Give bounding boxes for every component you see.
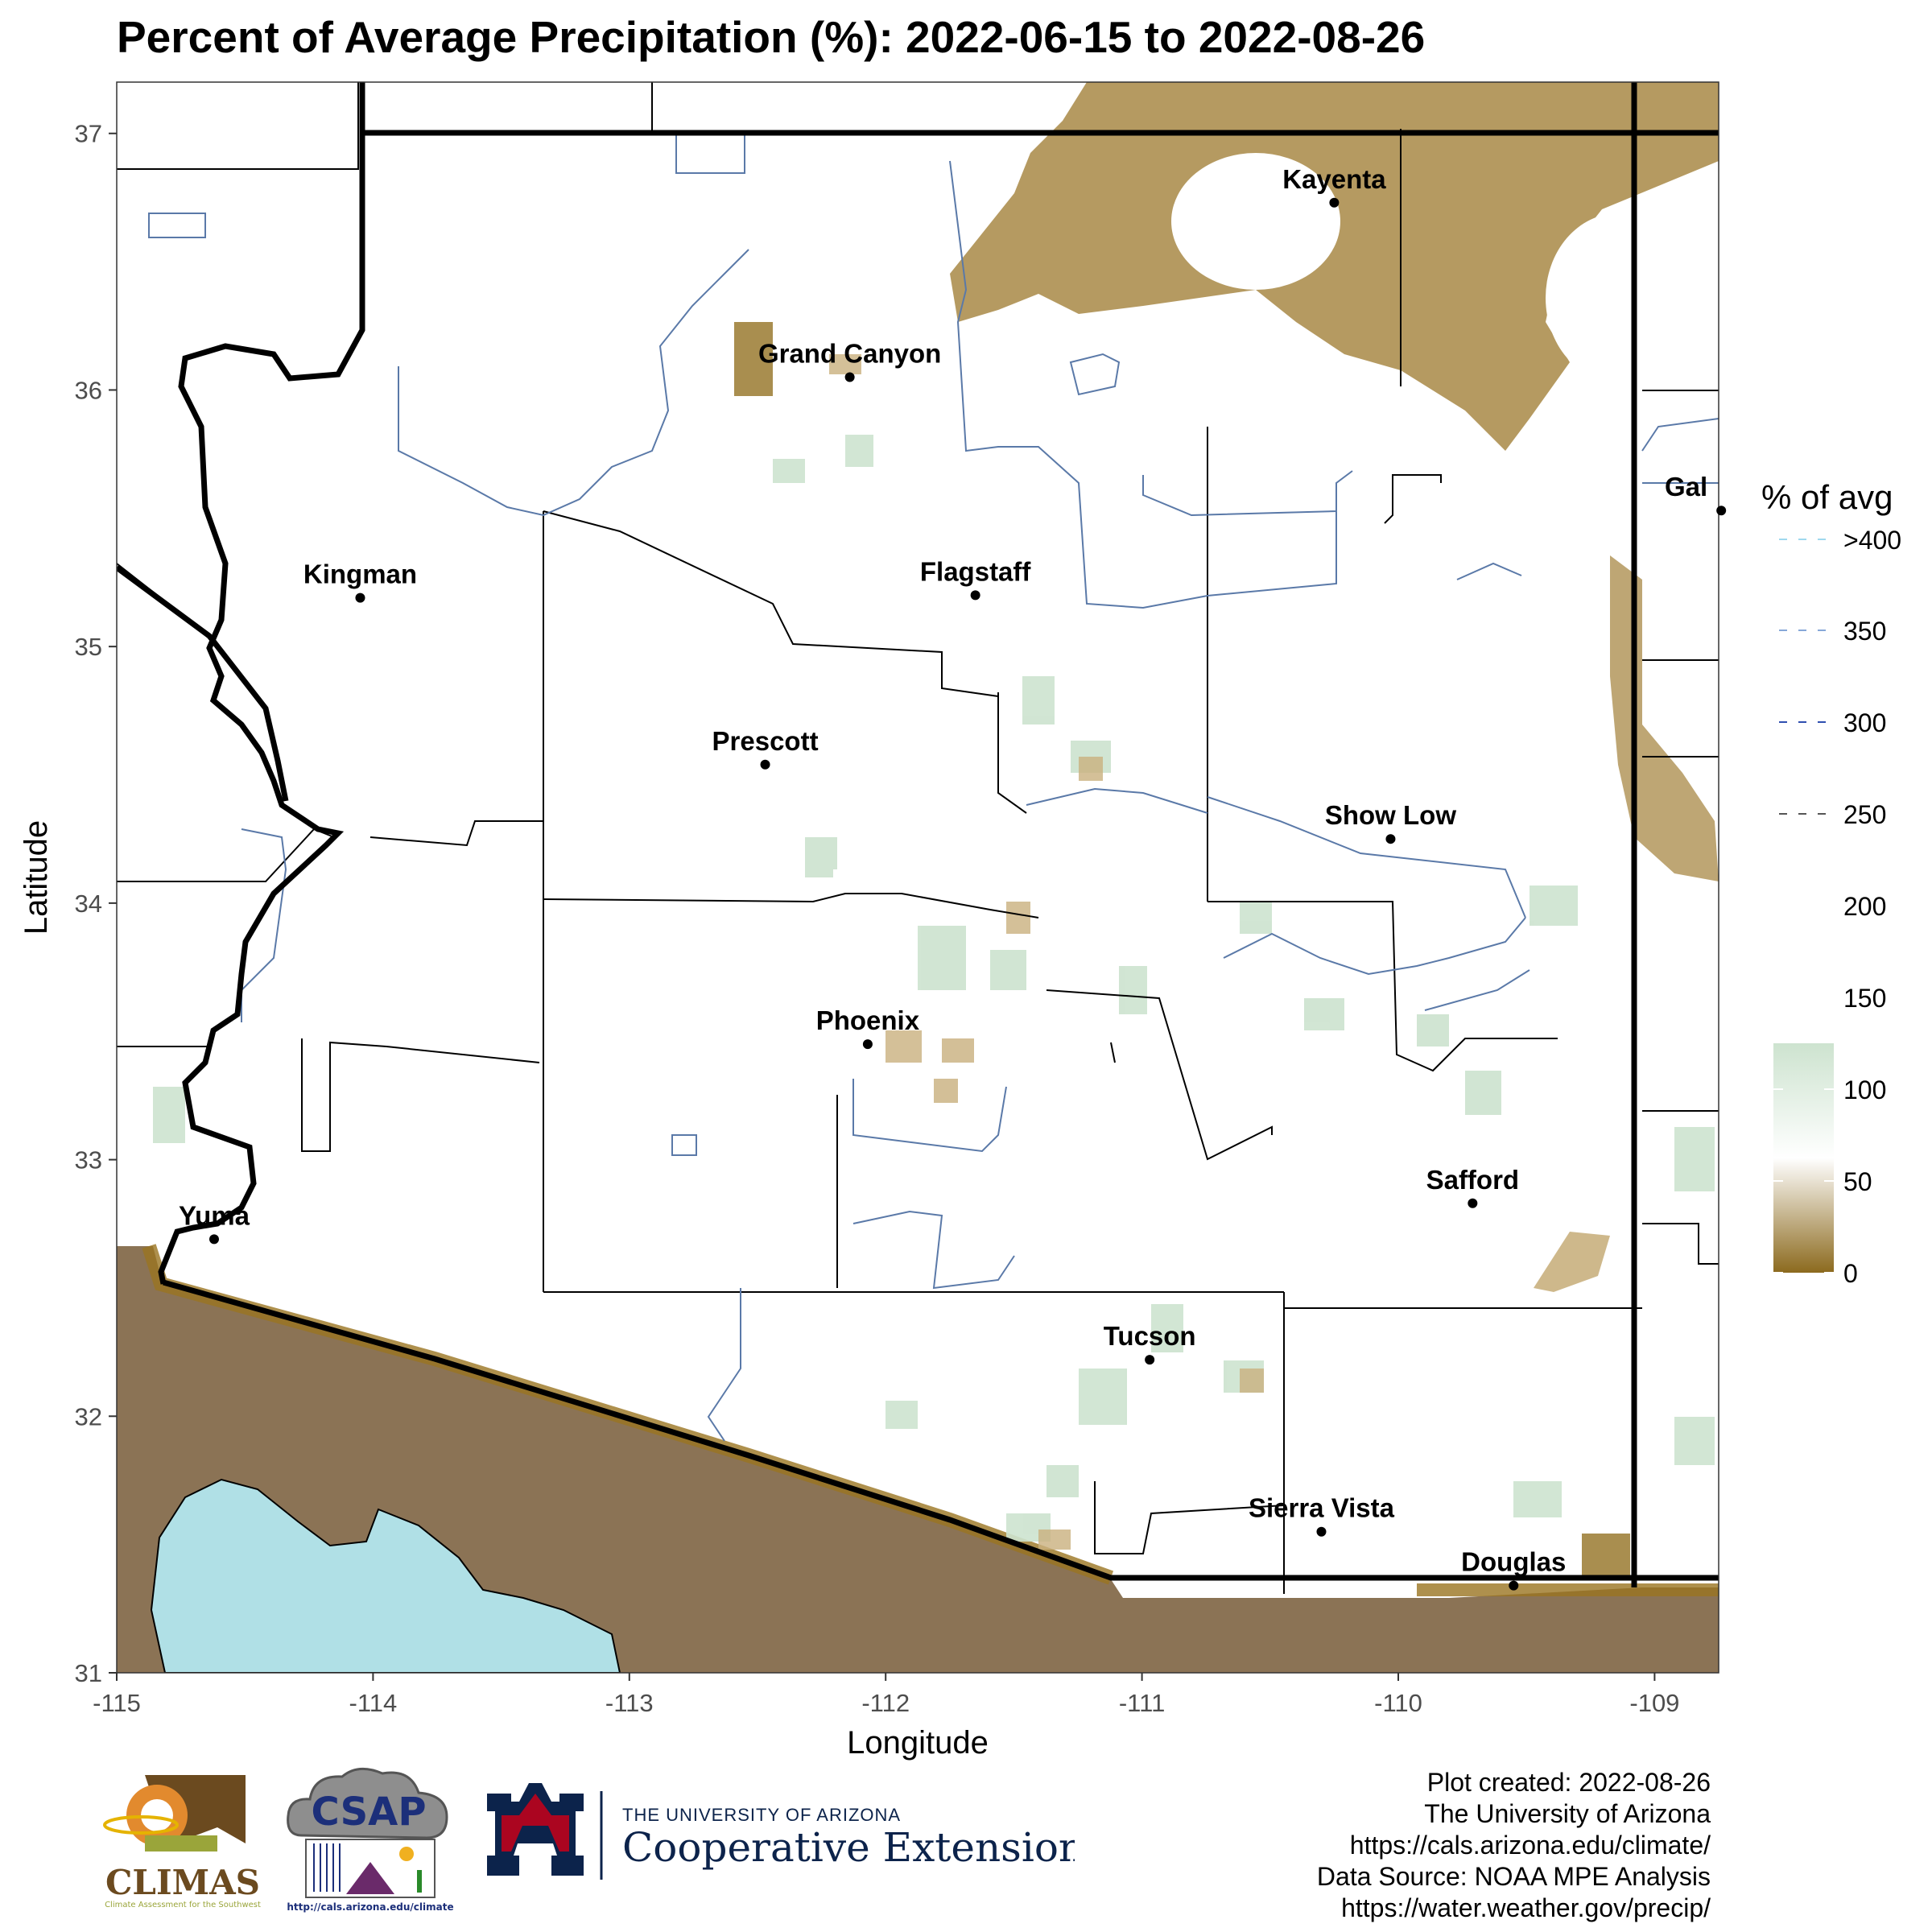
grand-canyon-dry-patch (734, 322, 773, 396)
credit-climate-url: https://cals.arizona.edu/climate/ (1349, 1831, 1711, 1860)
x-axis: -115 -114 -113 -112 -111 -110 -109 (93, 1673, 1679, 1717)
city-dot (1329, 197, 1340, 208)
city-label: Sierra Vista (1249, 1493, 1395, 1523)
legend-label-400plus: >400 (1843, 526, 1902, 555)
x-tick-label: -110 (1374, 1689, 1422, 1717)
city-dot (760, 759, 770, 770)
legend-title: % of avg (1761, 478, 1893, 516)
dry-speckles (829, 354, 1264, 1550)
map-title: Percent of Average Precipitation (%): 20… (117, 12, 1426, 62)
city-markers: Kayenta Grand Canyon Kingman Flagstaff Gal Pr… (179, 164, 1727, 1591)
city-label: Kingman (303, 559, 417, 589)
city-dot (1716, 506, 1727, 516)
y-tick-label: 36 (75, 376, 102, 404)
city-dot (208, 1234, 219, 1245)
credit-plot-created: Plot created: 2022-08-26 (1426, 1768, 1711, 1797)
legend-ticks (1773, 1088, 1834, 1274)
legend-label-350: 350 (1843, 617, 1887, 646)
y-tick-label: 32 (75, 1402, 102, 1430)
y-tick-label: 31 (75, 1659, 102, 1687)
kayenta-wet-hole (1171, 153, 1340, 290)
y-tick-label: 37 (75, 120, 102, 148)
city-dot (844, 372, 855, 382)
credit-data-source: Data Source: NOAA MPE Analysis (1316, 1862, 1711, 1891)
legend-label-200: 200 (1843, 892, 1887, 921)
city-dot (1385, 834, 1396, 844)
climas-wordmark: CLIMAS (105, 1863, 260, 1902)
sea-of-cortez (150, 1478, 621, 1673)
city-label: Tucson (1104, 1321, 1196, 1351)
city-dot (1468, 1198, 1478, 1208)
city-label: Grand Canyon (758, 339, 941, 369)
city-dot (1509, 1580, 1519, 1591)
city-dot (1316, 1526, 1327, 1537)
csap-url: http://cals.arizona.edu/climate (287, 1901, 453, 1913)
city-label: Prescott (712, 726, 819, 756)
colorado-river (158, 82, 365, 1285)
wet-speckles (153, 435, 1715, 1542)
city-label: Douglas (1461, 1547, 1566, 1577)
city-label: Flagstaff (920, 556, 1032, 586)
county-boundaries (117, 82, 1719, 1594)
legend-label-300: 300 (1843, 708, 1887, 737)
city-label: Yuma (179, 1200, 250, 1230)
map-panel-frame (116, 81, 1719, 1674)
dry-region-east (1610, 555, 1719, 881)
legend-label-250: 250 (1843, 800, 1887, 829)
csap-wordmark: CSAP (311, 1790, 426, 1835)
mexico-region (117, 1246, 1719, 1673)
y-axis-title: Latitude (19, 820, 54, 935)
y-tick-label: 33 (75, 1146, 102, 1174)
ua-name: THE UNIVERSITY OF ARIZONA (622, 1805, 901, 1825)
ua-cooperative-extension: Cooperative Extension (622, 1824, 1075, 1871)
y-tick-label: 35 (75, 633, 102, 661)
y-axis: 37 36 35 34 33 32 31 (75, 120, 117, 1687)
mexico-border (163, 1279, 1719, 1581)
city-dot (1145, 1355, 1155, 1365)
arizona-a-icon: THE UNIVERSITY OF ARIZONA Cooperative Ex… (487, 1783, 1084, 1880)
plot-credits: Plot created: 2022-08-26 The University … (1317, 1767, 1711, 1924)
x-tick-label: -111 (1119, 1689, 1165, 1717)
credit-university: The University of Arizona (1424, 1799, 1711, 1828)
city-dot (970, 590, 980, 601)
csap-cloud-icon: CSAP http://cals.arizona.edu/climate (287, 1767, 454, 1913)
legend-label-50: 50 (1843, 1167, 1872, 1196)
city-label: Show Low (1325, 800, 1456, 830)
credit-precip-url: https://water.weather.gov/precip/ (1341, 1893, 1711, 1922)
x-tick-label: -112 (861, 1689, 910, 1717)
x-axis-title: Longitude (847, 1725, 989, 1761)
x-tick-label: -113 (605, 1689, 654, 1717)
city-label: Kayenta (1282, 164, 1386, 194)
x-tick-label: -115 (93, 1689, 141, 1717)
legend-faint-keys (1779, 539, 1831, 815)
city-dot (355, 592, 365, 603)
csap-logo: CSAP http://cals.arizona.edu/climate (282, 1759, 459, 1916)
university-of-arizona-logo: THE UNIVERSITY OF ARIZONA Cooperative Ex… (479, 1779, 1084, 1896)
dry-region-northeast (950, 82, 1719, 451)
safford-dry-patch (1534, 1232, 1610, 1292)
city-dot (862, 1039, 873, 1050)
reservation-outlines (148, 132, 1719, 1442)
legend-label-0: 0 (1843, 1259, 1858, 1288)
douglas-dry-patch (1582, 1534, 1630, 1578)
x-tick-label: -109 (1629, 1689, 1679, 1717)
climas-subtitle: Climate Assessment for the Southwest (105, 1901, 261, 1909)
nevada-border-line (117, 565, 289, 802)
city-label: Phoenix (816, 1005, 920, 1035)
climas-logo: CLIMAS Climate Assessment for the Southw… (97, 1767, 270, 1912)
legend-colorbar (1773, 1043, 1834, 1273)
ne-wet-hole (1546, 213, 1690, 382)
x-tick-label: -114 (349, 1689, 398, 1717)
y-tick-label: 34 (75, 890, 102, 918)
climas-emblem-icon: CLIMAS Climate Assessment for the Southw… (103, 1775, 261, 1909)
city-label: Gal (1665, 472, 1707, 502)
city-label: Safford (1426, 1165, 1520, 1195)
legend-label-100: 100 (1843, 1075, 1887, 1104)
legend-label-150: 150 (1843, 984, 1887, 1013)
